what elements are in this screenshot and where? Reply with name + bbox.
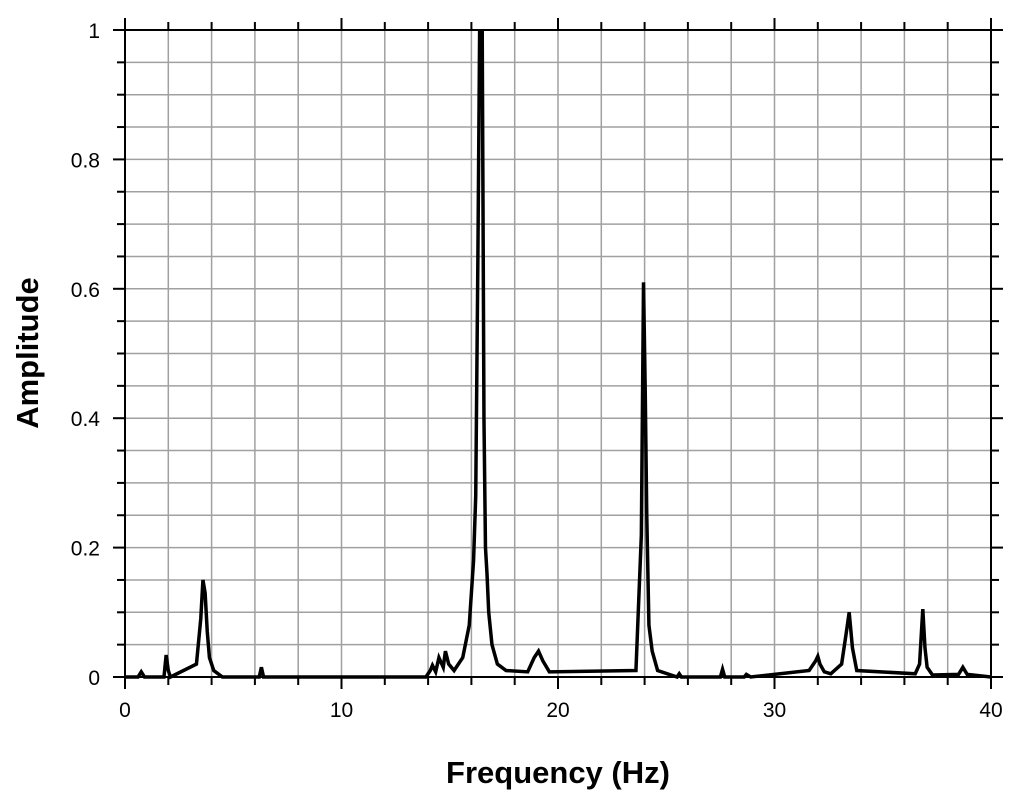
x-tick-label: 40 bbox=[979, 699, 1002, 722]
y-tick-labels: 0 0.2 0.4 0.6 0.8 1 bbox=[71, 20, 101, 690]
x-tick-label: 10 bbox=[330, 699, 353, 722]
series-line bbox=[125, 29, 992, 680]
plot-frame bbox=[124, 29, 992, 678]
x-tick-label: 30 bbox=[763, 699, 786, 722]
y-tick-label: 0 bbox=[88, 667, 100, 690]
y-axis-label: Amplitude bbox=[10, 277, 45, 429]
axis-ticks bbox=[113, 18, 1003, 689]
grid-lines bbox=[125, 30, 991, 677]
x-tick-label: 20 bbox=[546, 699, 569, 722]
x-tick-label: 0 bbox=[119, 699, 131, 722]
y-tick-label: 0.8 bbox=[71, 149, 100, 172]
x-axis-label: Frequency (Hz) bbox=[446, 755, 670, 790]
x-tick-labels: 0 10 20 30 40 bbox=[119, 699, 1003, 722]
y-tick-label: 0.4 bbox=[71, 408, 101, 431]
y-tick-label: 1 bbox=[88, 20, 100, 43]
y-tick-label: 0.6 bbox=[71, 279, 100, 302]
y-tick-label: 0.2 bbox=[71, 538, 100, 561]
